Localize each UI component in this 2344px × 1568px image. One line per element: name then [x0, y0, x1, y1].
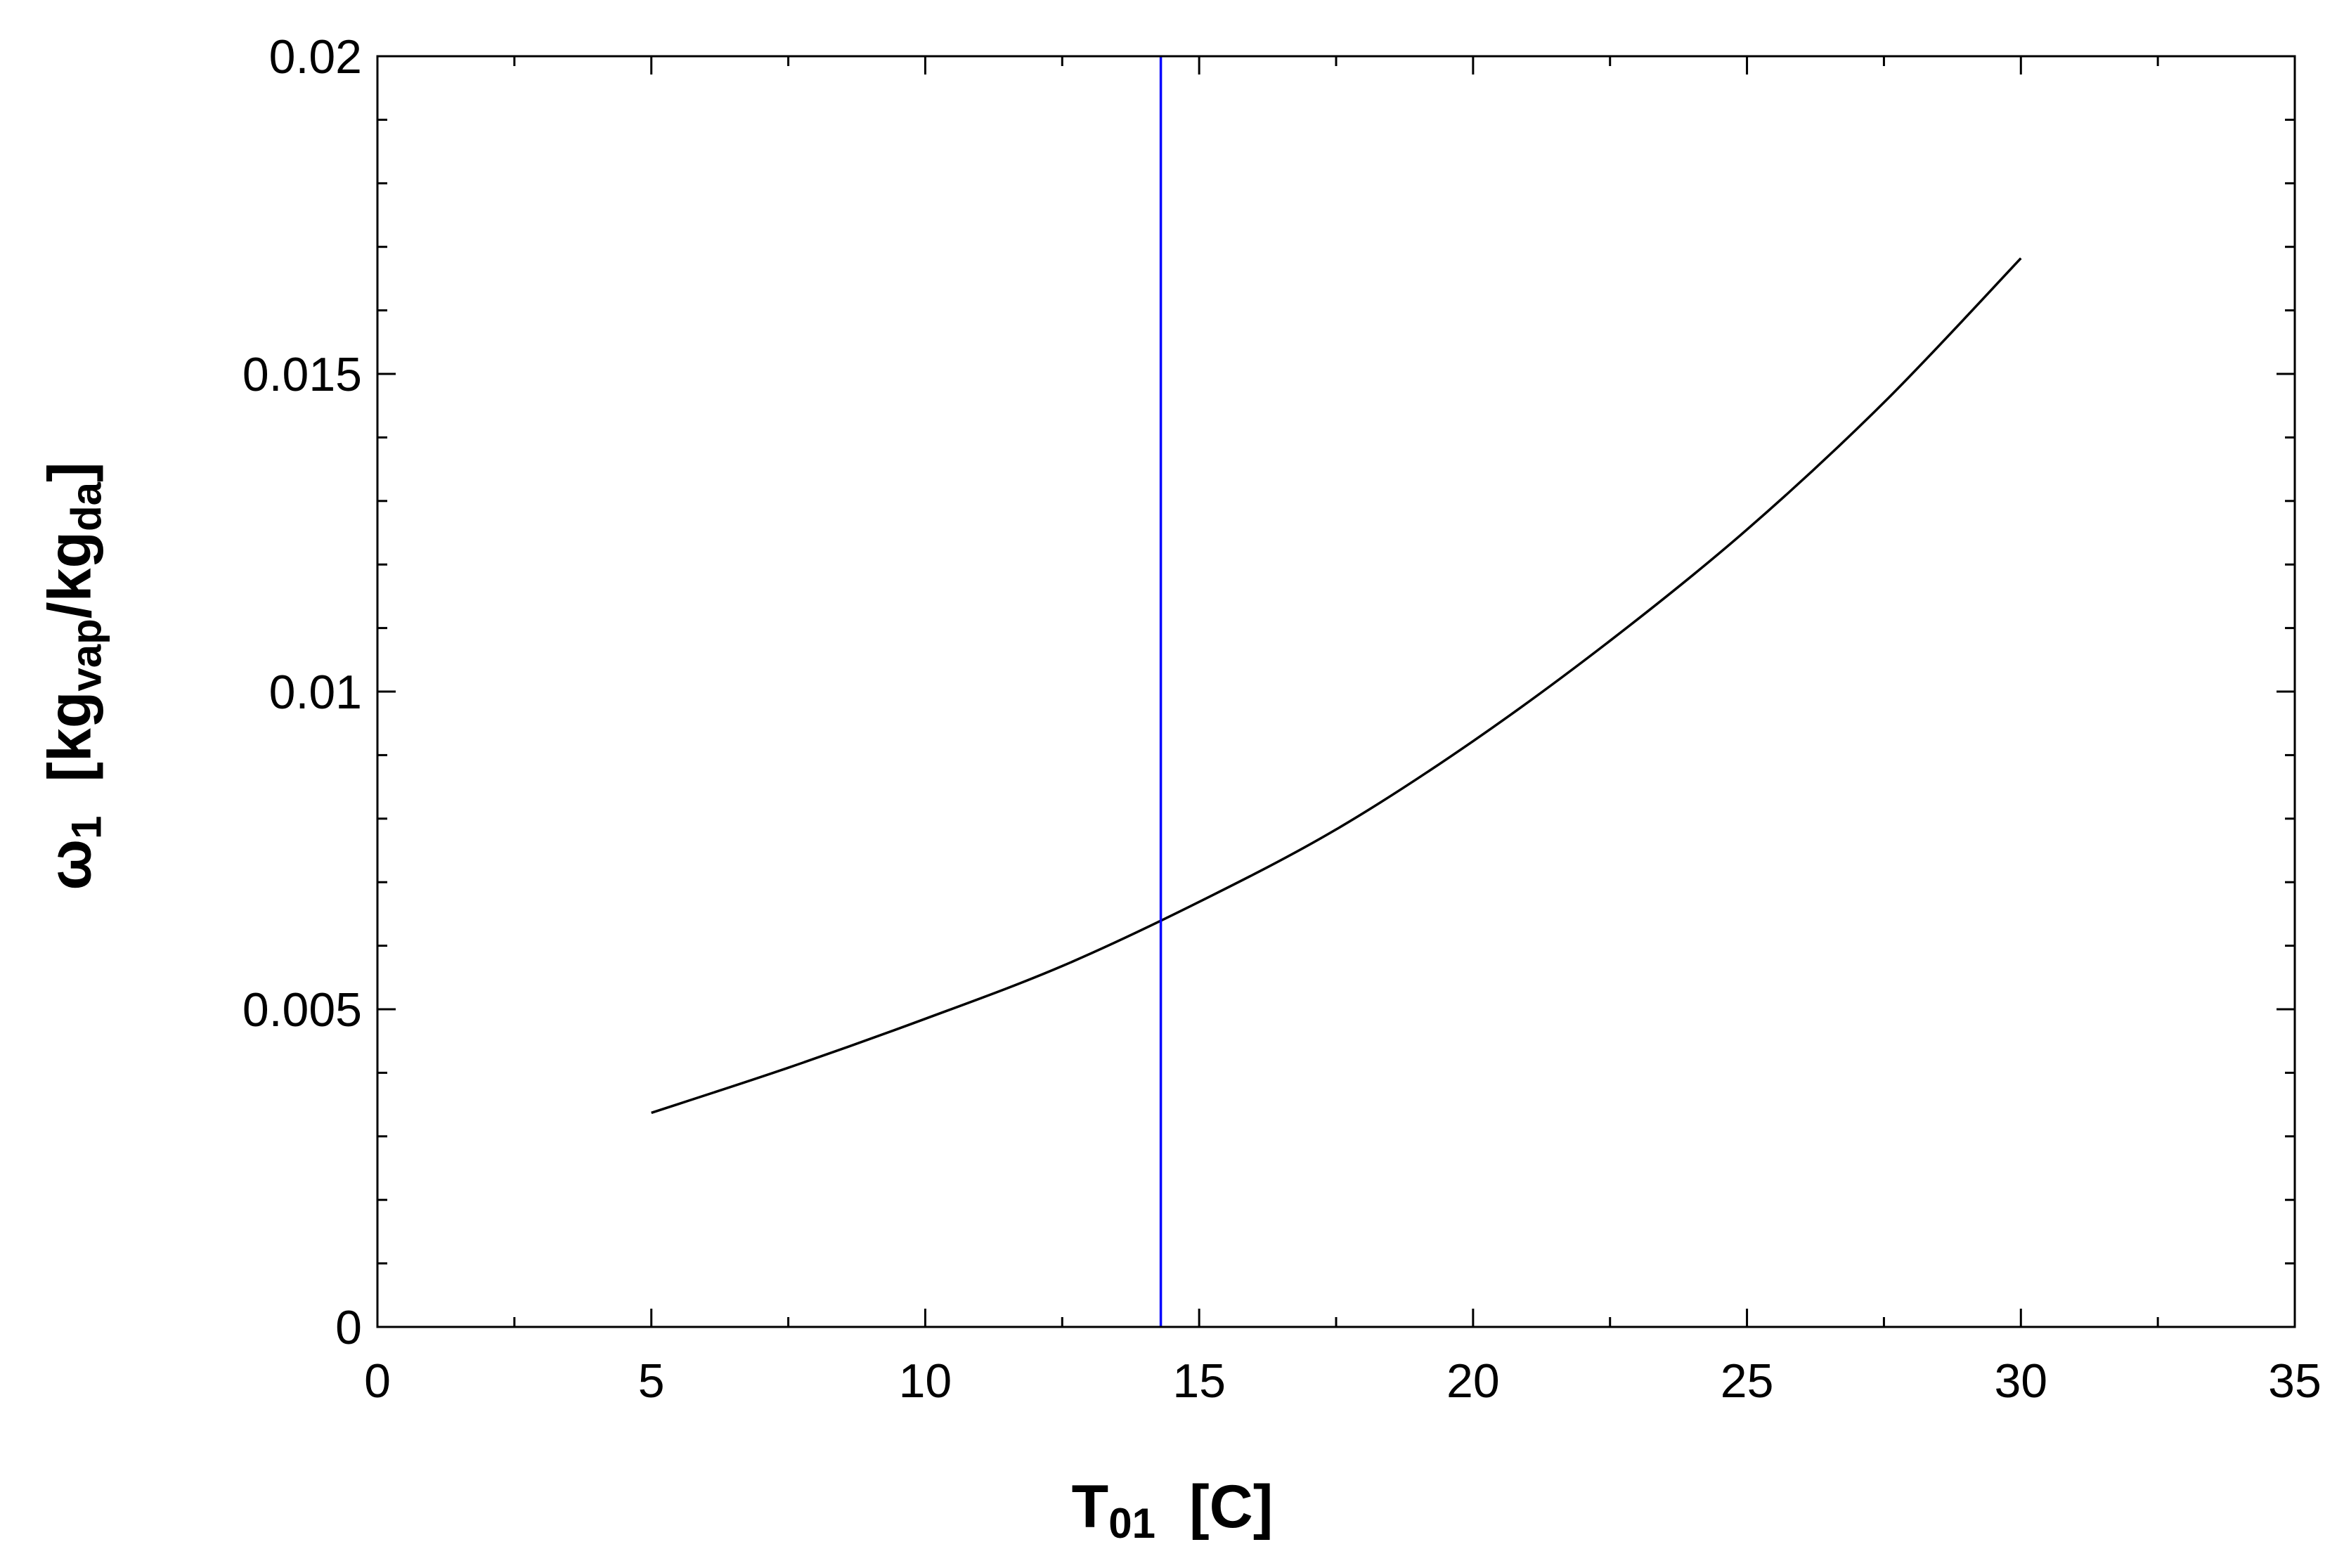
y-axis-symbol: ω	[36, 839, 104, 890]
x-tick-label: 30	[1994, 1354, 2047, 1408]
x-axis-label-base: T	[1071, 1473, 1109, 1541]
y-axis-symbol-sub: 1	[63, 815, 110, 840]
y-tick-label: 0.02	[269, 30, 362, 84]
x-tick-label: 20	[1446, 1354, 1500, 1408]
y-tick-label: 0.005	[242, 983, 362, 1037]
y-axis-unit-sub-da: da	[63, 481, 110, 531]
y-axis-title: ω1 [kgvap/kgda]	[36, 462, 110, 890]
y-tick-label: 0	[335, 1301, 362, 1354]
x-tick-label: 35	[2268, 1354, 2322, 1408]
x-tick-label: 25	[1721, 1354, 1774, 1408]
x-axis-unit: [C]	[1189, 1473, 1274, 1541]
y-tick-label: 0.015	[242, 348, 362, 401]
y-tick-label: 0.01	[269, 666, 362, 719]
series-layer	[651, 56, 2022, 1327]
x-tick-label: 0	[364, 1354, 391, 1408]
y-axis-unit-prefix: [kg	[36, 691, 104, 782]
y-axis-unit-sub-vap: vap	[63, 618, 110, 692]
series-line-humidity-curve	[651, 257, 2022, 1115]
plot-frame	[376, 55, 2296, 1328]
y-axis-unit-suffix: ]	[36, 462, 104, 482]
x-axis-title: T01 [C]	[1071, 1472, 1274, 1545]
x-tick-label: 15	[1172, 1354, 1226, 1408]
tick-labels-layer: 0 5 10 15 20 25 30 35 0 0.005 0.01 0.015 0.02	[242, 30, 2322, 1408]
x-tick-label: 5	[638, 1354, 665, 1408]
x-axis-label-sub: 01	[1108, 1500, 1155, 1547]
ticks-layer	[376, 55, 2296, 1328]
x-tick-label: 10	[899, 1354, 952, 1408]
y-axis-unit-mid: /kg	[36, 531, 104, 619]
